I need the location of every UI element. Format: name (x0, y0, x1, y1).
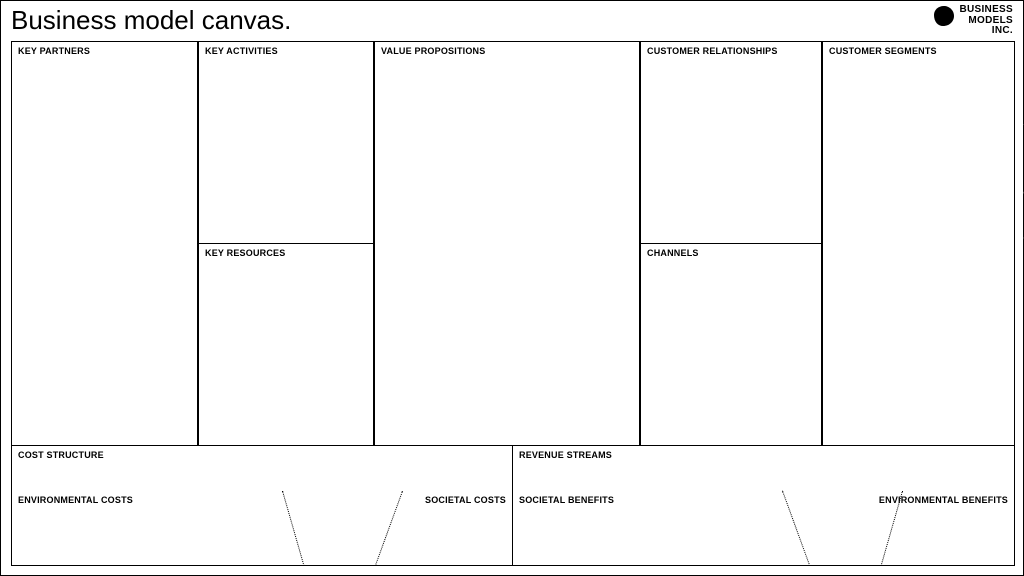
label-soc-costs: SOCIETAL COSTS (425, 495, 506, 505)
brand-logo: BUSINESS MODELS INC. (933, 5, 1013, 37)
cell-customer_segments-label: CUSTOMER SEGMENTS (829, 46, 937, 56)
cell-key_resources: KEY RESOURCES (198, 243, 374, 446)
cell-customer_relationships-label: CUSTOMER RELATIONSHIPS (647, 46, 778, 56)
label-soc-benefits: SOCIETAL BENEFITS (519, 495, 614, 505)
cell-value_propositions: VALUE PROPOSITIONS (374, 41, 640, 446)
divider-rev-a (782, 491, 810, 565)
logo-blob-icon (933, 5, 955, 27)
cell-customer_relationships: CUSTOMER RELATIONSHIPS (640, 41, 822, 244)
label-env-costs: ENVIRONMENTAL COSTS (18, 495, 133, 505)
bmc-canvas: KEY PARTNERS KEY ACTIVITIES KEY RESOURCES V… (11, 41, 1013, 567)
page-title: Business model canvas. (11, 5, 291, 36)
cell-revenue-streams: REVENUE STREAMSSOCIETAL BENEFITSENVIRONM… (512, 445, 1015, 566)
cell-key_partners-label: KEY PARTNERS (18, 46, 90, 56)
cell-revenue-streams-label: REVENUE STREAMS (519, 450, 612, 460)
cell-cost-structure: COST STRUCTURE ENVIRONMENTAL COSTS SOCIETA… (11, 445, 513, 566)
logo-line-3: INC. (959, 26, 1013, 37)
cell-key_activities: KEY ACTIVITIES (198, 41, 374, 244)
header: Business model canvas. BUSINESS MODELS I… (1, 1, 1023, 39)
divider-cost-b (375, 491, 403, 565)
divider-cost-a (282, 491, 304, 566)
cell-key_partners: KEY PARTNERS (11, 41, 198, 446)
bmc-page: Business model canvas. BUSINESS MODELS I… (0, 0, 1024, 576)
cell-customer_segments: CUSTOMER SEGMENTS (822, 41, 1015, 446)
cell-key_resources-label: KEY RESOURCES (205, 248, 285, 258)
cell-key_activities-label: KEY ACTIVITIES (205, 46, 278, 56)
logo-text: BUSINESS MODELS INC. (959, 5, 1013, 37)
logo-line-1: BUSINESS (959, 5, 1013, 16)
cell-channels-label: CHANNELS (647, 248, 699, 258)
cell-cost-structure-label: COST STRUCTURE (18, 450, 104, 460)
cell-channels: CHANNELS (640, 243, 822, 446)
cell-value_propositions-label: VALUE PROPOSITIONS (381, 46, 485, 56)
